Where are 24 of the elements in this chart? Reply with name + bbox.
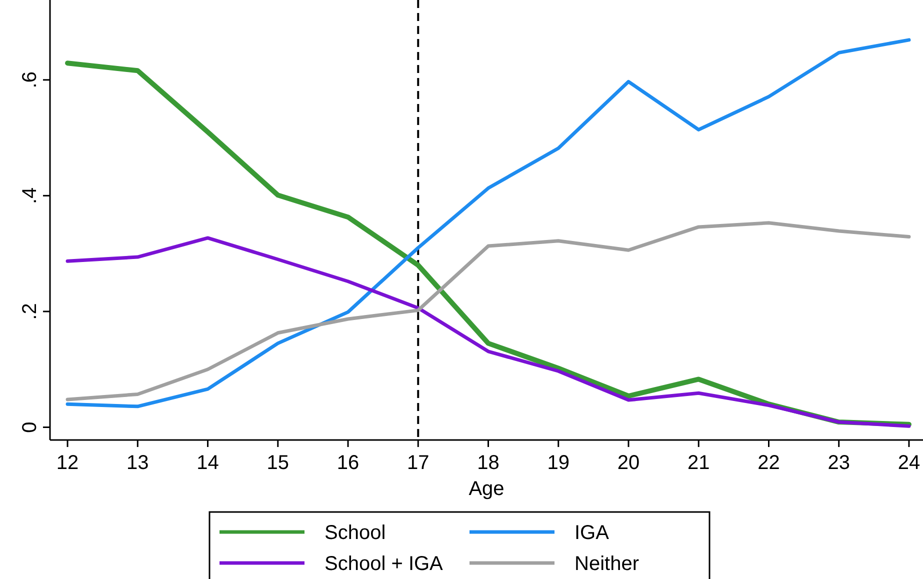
x-tick-label: 17 <box>407 452 430 474</box>
y-tick-label: 0 <box>19 422 41 433</box>
y-tick-label: .6 <box>19 72 41 88</box>
legend-label: School <box>324 522 386 544</box>
legend-label: Neither <box>574 553 640 575</box>
x-tick-label: 23 <box>828 452 850 474</box>
x-tick-label: 20 <box>617 452 640 474</box>
x-tick-label: 22 <box>758 452 780 474</box>
x-tick-label: 14 <box>196 452 219 474</box>
legend-label: School + IGA <box>324 553 444 575</box>
x-tick-label: 19 <box>547 452 570 474</box>
x-tick-label: 15 <box>266 452 290 474</box>
y-tick-label: .2 <box>19 303 41 320</box>
line-series <box>66 236 911 428</box>
legend-label: IGA <box>574 522 610 544</box>
x-tick-label: 13 <box>126 452 149 474</box>
x-tick-label: 16 <box>336 452 360 474</box>
x-tick-label: 18 <box>477 452 500 474</box>
y-tick-label: .4 <box>19 187 41 204</box>
x-axis-title: Age <box>468 478 504 500</box>
x-tick-label: 12 <box>56 452 79 474</box>
line-series <box>66 221 911 402</box>
x-tick-label: 21 <box>687 452 710 474</box>
x-tick-label: 24 <box>898 452 920 474</box>
